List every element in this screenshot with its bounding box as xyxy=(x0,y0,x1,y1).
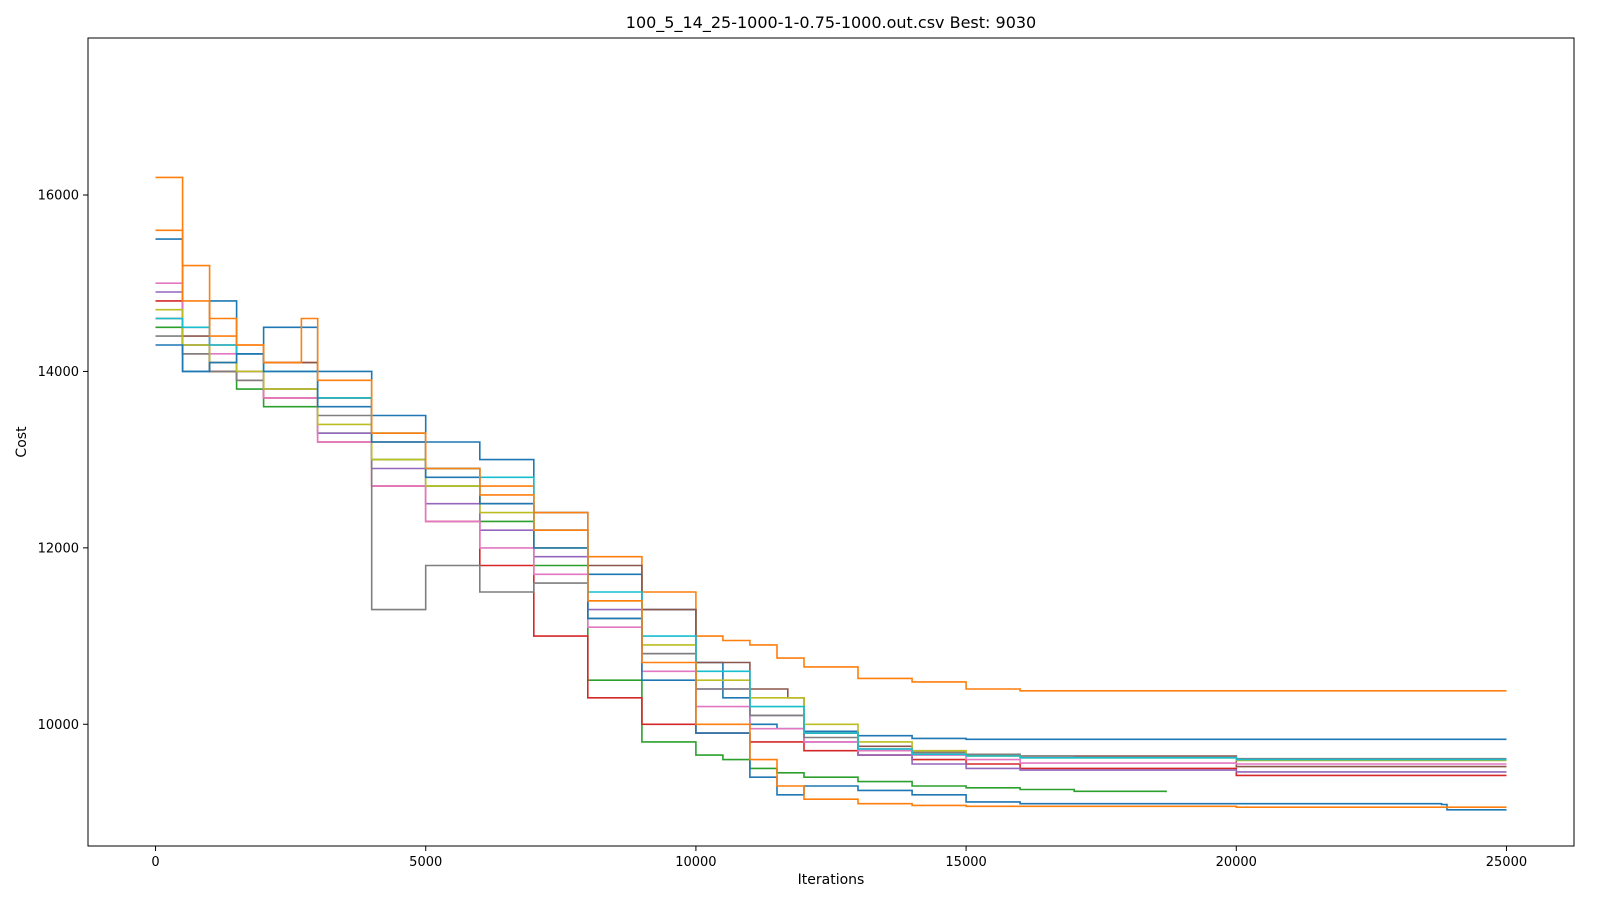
y-axis-label: Cost xyxy=(14,426,30,458)
x-tick-label: 25000 xyxy=(1486,855,1527,870)
y-tick-label: 16000 xyxy=(38,189,79,204)
y-axis: 10000 12000 14000 16000 xyxy=(38,189,88,733)
x-tick-label: 5000 xyxy=(409,855,442,870)
y-tick-label: 14000 xyxy=(38,365,79,380)
x-tick-label: 0 xyxy=(151,855,159,870)
series-line-12 xyxy=(155,229,1507,808)
chart-title: 100_5_14_25-1000-1-0.75-1000.out.csv Bes… xyxy=(626,13,1036,33)
series-layer xyxy=(155,176,1507,811)
plot-frame xyxy=(87,37,1575,847)
x-axis: 0 5000 10000 15000 20000 25000 xyxy=(151,846,1527,870)
x-tick-label: 10000 xyxy=(675,855,716,870)
y-tick-label: 10000 xyxy=(38,718,79,733)
x-axis-label: Iterations xyxy=(798,872,865,888)
x-tick-label: 15000 xyxy=(945,855,986,870)
y-tick-label: 12000 xyxy=(38,541,79,556)
x-tick-label: 20000 xyxy=(1216,855,1257,870)
